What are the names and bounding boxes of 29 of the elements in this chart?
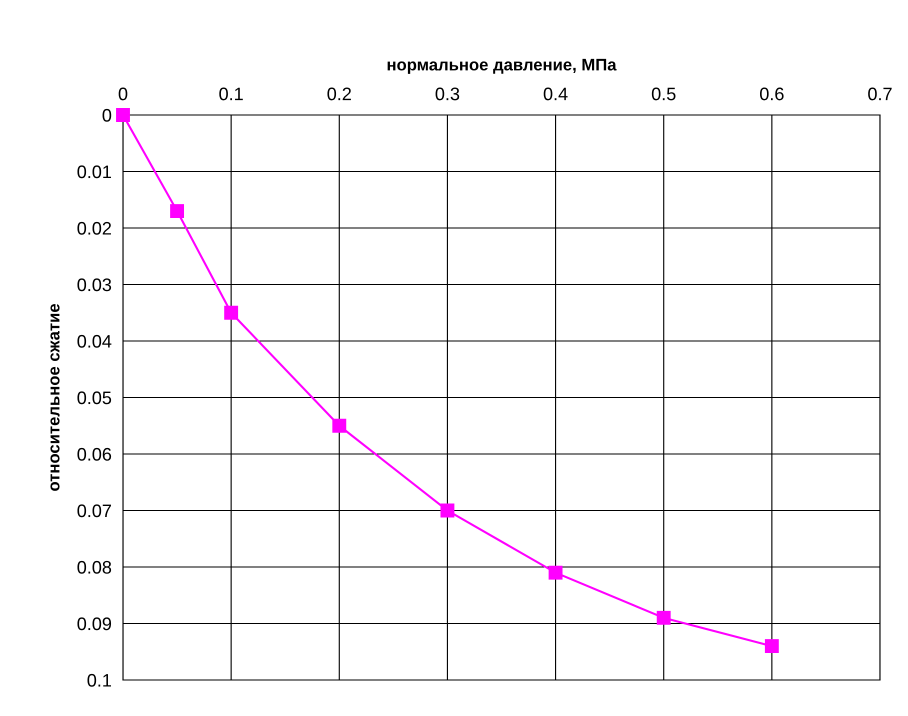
x-tick-label: 0.2: [327, 88, 351, 100]
x-tick-label: 0.1: [219, 88, 243, 100]
point: [764, 639, 779, 654]
y-tick-label: 0.08: [77, 560, 112, 574]
y-tick-label: 0.01: [77, 165, 112, 178]
point: [332, 418, 346, 433]
point: [656, 610, 671, 625]
point: [170, 204, 184, 218]
y-tick-label: 0.04: [77, 334, 112, 348]
x-axis-title: нормальное давление, МПа: [388, 58, 617, 74]
x-tick-label: 0.5: [652, 88, 676, 100]
y-tick-label: 0.1: [87, 674, 112, 687]
y-axis-title: относительное сжатие: [50, 304, 60, 491]
point: [224, 306, 238, 320]
x-tick-label: 0.4: [544, 88, 568, 100]
y-tick-label: 0: [102, 108, 112, 122]
x-tick-label: 0: [118, 88, 128, 100]
y-tick-label: 0.09: [77, 617, 112, 630]
x-tick-label: 0.7: [868, 88, 892, 100]
y-tick-label: 0.02: [77, 222, 111, 235]
x-tick-label: 0.3: [436, 88, 460, 100]
y-tick-label: 0.03: [77, 278, 112, 292]
y-tick-label: 0.05: [77, 391, 112, 404]
x-tick-label: 0.6: [760, 88, 784, 100]
point: [440, 504, 454, 518]
y-tick-label: 0.07: [77, 504, 111, 518]
y-tick-label: 0.06: [77, 448, 112, 461]
point: [548, 566, 563, 580]
point: [116, 108, 130, 122]
